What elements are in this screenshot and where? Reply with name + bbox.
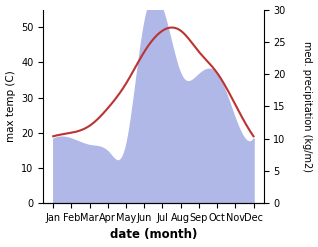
Y-axis label: max temp (C): max temp (C) xyxy=(5,70,16,142)
Y-axis label: med. precipitation (kg/m2): med. precipitation (kg/m2) xyxy=(302,41,313,172)
X-axis label: date (month): date (month) xyxy=(110,228,197,242)
